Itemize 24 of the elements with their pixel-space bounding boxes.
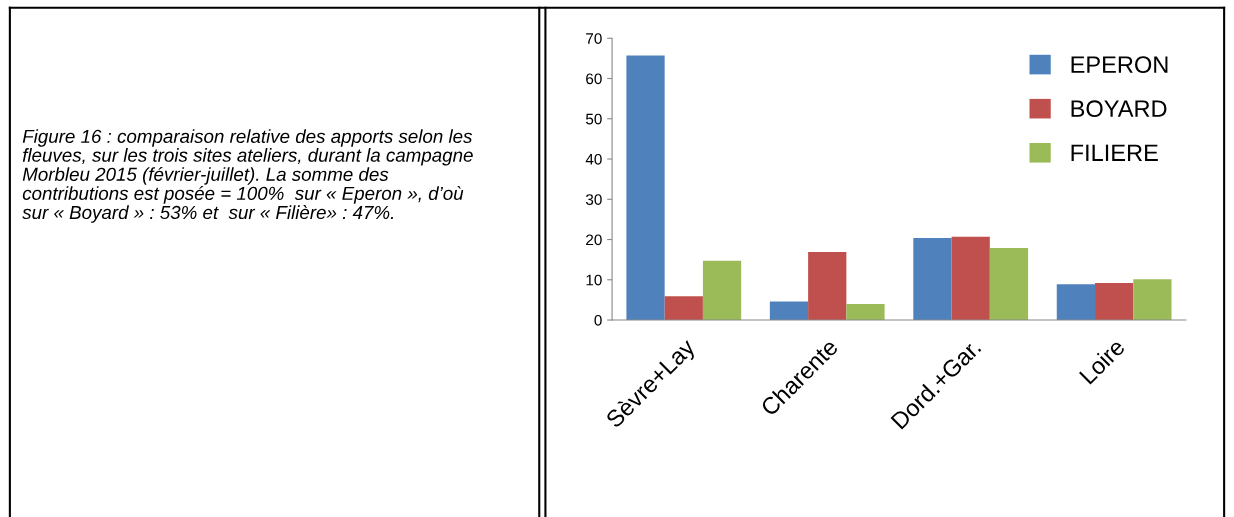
bar [846,303,885,321]
y-tick-label: 70 [586,33,602,44]
bar [1056,284,1096,321]
legend-label: FILIERE [1071,144,1158,161]
y-tick-label: 20 [586,234,602,246]
bar [808,252,847,321]
y-tick-label: 60 [586,73,602,85]
y-tick-label: 0 [594,314,602,326]
y-tick-label: 30 [585,194,602,205]
bar [702,260,742,321]
y-tick-label: 40 [585,153,602,165]
bar [664,296,703,321]
bar [1133,279,1172,321]
bar [913,237,952,321]
bar [1095,282,1134,321]
bar [951,236,990,321]
legend-label: EPERON [1071,56,1168,73]
y-tick-label: 50 [585,113,602,125]
bar [769,301,809,321]
bar [989,247,1029,321]
bar [626,55,665,321]
legend-label: BOYARD [1071,100,1167,118]
y-tick-label: 10 [586,274,602,286]
caption: Figure 16 : comparaison relative des apports selon les fleuves, sur les trois sites ateliers, durant la campagne Morbleu 2015 (février-juillet). La somme des contributions est posée = 100% sur « Eperon », d’où sur « Boyard » : 53% et sur « Filière» : 47%. [22,129,473,223]
